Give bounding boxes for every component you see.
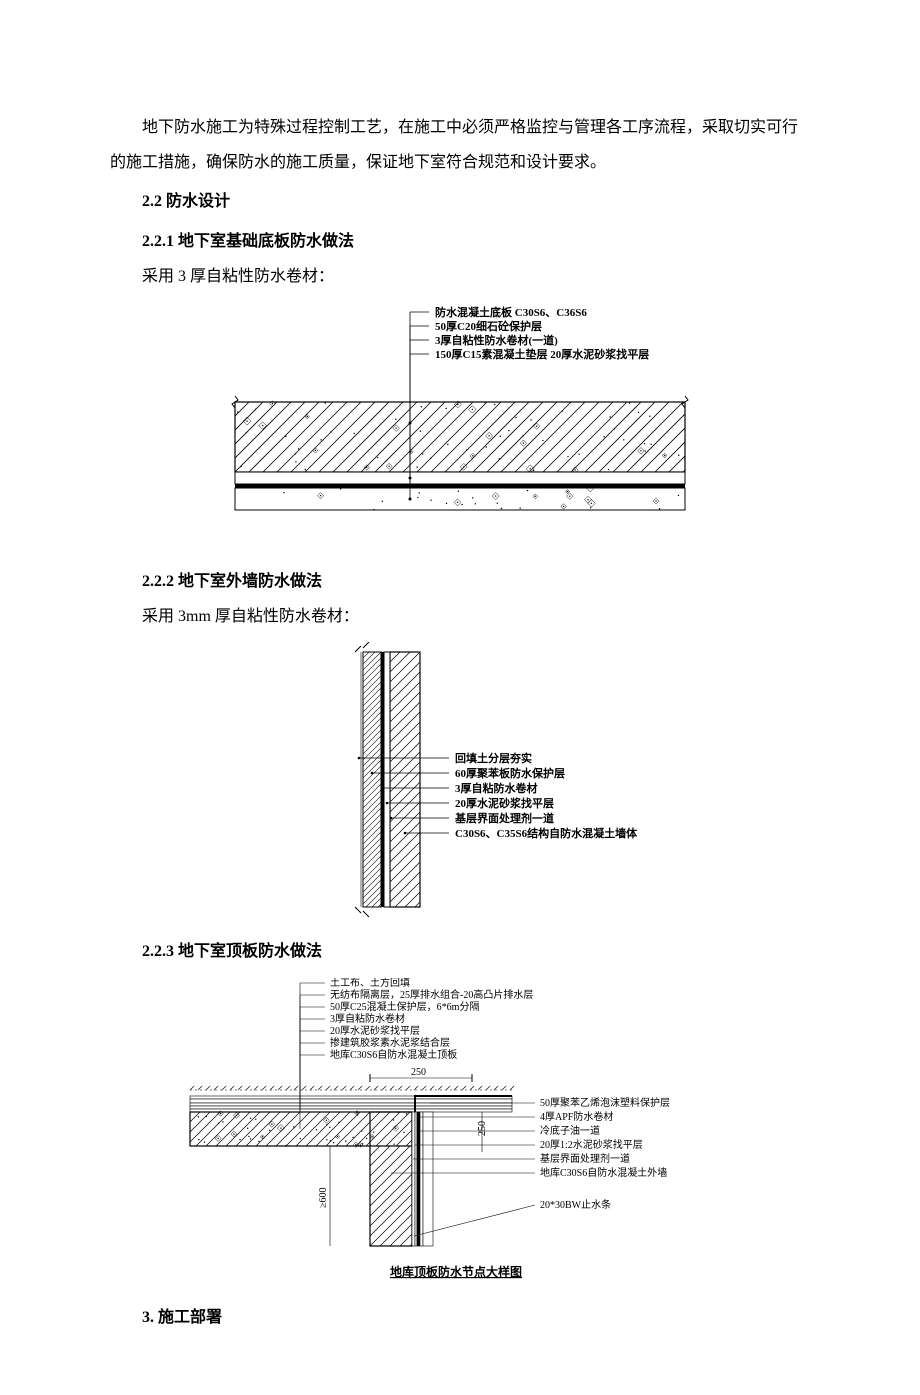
- figure-exterior-wall: 回填土分层夯实60厚聚苯板防水保护层3厚自粘防水卷材20厚水泥砂浆找平层基层界面…: [110, 642, 810, 922]
- svg-text:50厚聚苯乙烯泡沫塑料保护层: 50厚聚苯乙烯泡沫塑料保护层: [540, 1096, 670, 1109]
- svg-text:250: 250: [477, 1121, 488, 1136]
- intro-paragraph: 地下防水施工为特殊过程控制工艺，在施工中必须严格监控与管理各工序流程，采取切实可…: [110, 110, 810, 180]
- svg-text:20厚水泥砂浆找平层: 20厚水泥砂浆找平层: [330, 1024, 420, 1037]
- svg-text:150厚C15素混凝土垫层 20厚水泥砂浆找平层: 150厚C15素混凝土垫层 20厚水泥砂浆找平层: [435, 347, 649, 361]
- figure-roof-slab: 土工布、土方回填无纺布隔离层，25厚排水组合-20高凸片排水层50厚C25混凝土…: [110, 978, 810, 1288]
- svg-text:50厚C25混凝土保护层，6*6m分隔: 50厚C25混凝土保护层，6*6m分隔: [330, 1000, 479, 1013]
- figure-floor-slab: 防水混凝土底板 C30S6、C36S650厚C20细石砼保护层3厚自粘性防水卷材…: [110, 302, 810, 552]
- subtext-2-2-1: 采用 3 厚自粘性防水卷材：: [110, 259, 810, 294]
- svg-text:无纺布隔离层，25厚排水组合-20高凸片排水层: 无纺布隔离层，25厚排水组合-20高凸片排水层: [330, 988, 533, 1001]
- svg-text:地库顶板防水节点大样图: 地库顶板防水节点大样图: [390, 1264, 522, 1279]
- svg-text:基层界面处理剂一道: 基层界面处理剂一道: [454, 811, 554, 825]
- heading-2-2: 2.2 防水设计: [110, 184, 810, 219]
- heading-2-2-3: 2.2.3 地下室顶板防水做法: [110, 934, 810, 969]
- svg-text:20厚水泥砂浆找平层: 20厚水泥砂浆找平层: [455, 796, 554, 810]
- floor-slab-diagram: 防水混凝土底板 C30S6、C36S650厚C20细石砼保护层3厚自粘性防水卷材…: [215, 302, 705, 552]
- svg-text:20厚1:2水泥砂浆找平层: 20厚1:2水泥砂浆找平层: [540, 1138, 643, 1151]
- svg-text:土工布、土方回填: 土工布、土方回填: [330, 978, 410, 989]
- svg-text:冷底子油一道: 冷底子油一道: [540, 1124, 600, 1137]
- exterior-wall-diagram: 回填土分层夯实60厚聚苯板防水保护层3厚自粘防水卷材20厚水泥砂浆找平层基层界面…: [225, 642, 695, 922]
- svg-text:回填土分层夯实: 回填土分层夯实: [455, 751, 532, 765]
- subtext-2-2-2: 采用 3mm 厚自粘性防水卷材：: [110, 599, 810, 634]
- svg-text:3厚自粘性防水卷材(一道): 3厚自粘性防水卷材(一道): [435, 333, 558, 347]
- heading-3: 3. 施工部署: [110, 1300, 810, 1335]
- svg-text:4厚APF防水卷材: 4厚APF防水卷材: [540, 1110, 613, 1123]
- svg-text:250: 250: [411, 1067, 426, 1078]
- svg-text:基层界面处理剂一道: 基层界面处理剂一道: [540, 1152, 630, 1165]
- heading-2-2-2: 2.2.2 地下室外墙防水做法: [110, 564, 810, 599]
- heading-2-2-1: 2.2.1 地下室基础底板防水做法: [110, 224, 810, 259]
- svg-text:掺建筑胶浆素水泥浆结合层: 掺建筑胶浆素水泥浆结合层: [330, 1036, 450, 1049]
- svg-text:地库C30S6自防水混凝土顶板: 地库C30S6自防水混凝土顶板: [330, 1048, 457, 1061]
- svg-text:防水混凝土底板 C30S6、C36S6: 防水混凝土底板 C30S6、C36S6: [435, 305, 587, 319]
- svg-text:3厚自粘防水卷材: 3厚自粘防水卷材: [330, 1012, 405, 1025]
- svg-text:20*30BW止水条: 20*30BW止水条: [540, 1198, 611, 1211]
- svg-text:50厚C20细石砼保护层: 50厚C20细石砼保护层: [435, 319, 542, 333]
- svg-text:60厚聚苯板防水保护层: 60厚聚苯板防水保护层: [455, 766, 565, 780]
- svg-text:3厚自粘防水卷材: 3厚自粘防水卷材: [455, 781, 538, 795]
- svg-text:C30S6、C35S6结构自防水混凝土墙体: C30S6、C35S6结构自防水混凝土墙体: [455, 826, 638, 840]
- svg-text:≥600: ≥600: [318, 1187, 329, 1208]
- roof-slab-diagram: 土工布、土方回填无纺布隔离层，25厚排水组合-20高凸片排水层50厚C25混凝土…: [180, 978, 740, 1288]
- svg-text:地库C30S6自防水混凝土外墙: 地库C30S6自防水混凝土外墙: [540, 1166, 667, 1179]
